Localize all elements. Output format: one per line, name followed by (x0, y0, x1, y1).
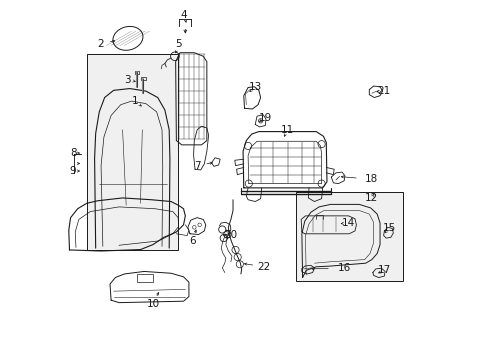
Bar (86, 54, 178, 250)
Text: 11: 11 (280, 125, 294, 135)
Text: 6: 6 (189, 236, 195, 246)
Text: 3: 3 (124, 75, 131, 85)
Ellipse shape (113, 26, 142, 50)
Text: 22: 22 (257, 262, 270, 272)
Text: 5: 5 (175, 39, 182, 49)
Text: 7: 7 (193, 161, 200, 171)
Text: 13: 13 (248, 82, 262, 92)
Text: 10: 10 (146, 299, 159, 309)
Bar (141, 77, 145, 80)
Text: 16: 16 (338, 263, 351, 273)
Text: 15: 15 (382, 224, 396, 233)
Bar (135, 71, 139, 74)
Text: 21: 21 (377, 86, 390, 96)
Text: 14: 14 (341, 218, 354, 228)
Text: 12: 12 (365, 193, 378, 203)
Text: 8: 8 (70, 148, 76, 158)
Text: 4: 4 (180, 10, 186, 20)
Text: 17: 17 (377, 265, 390, 275)
Text: 19: 19 (258, 113, 271, 123)
Text: 2: 2 (98, 39, 104, 49)
Text: 20: 20 (224, 230, 237, 239)
Text: 1: 1 (132, 96, 138, 106)
Bar (137, 274, 153, 282)
Text: 18: 18 (365, 174, 378, 184)
Text: 9: 9 (70, 166, 76, 176)
Bar (296, 192, 403, 281)
